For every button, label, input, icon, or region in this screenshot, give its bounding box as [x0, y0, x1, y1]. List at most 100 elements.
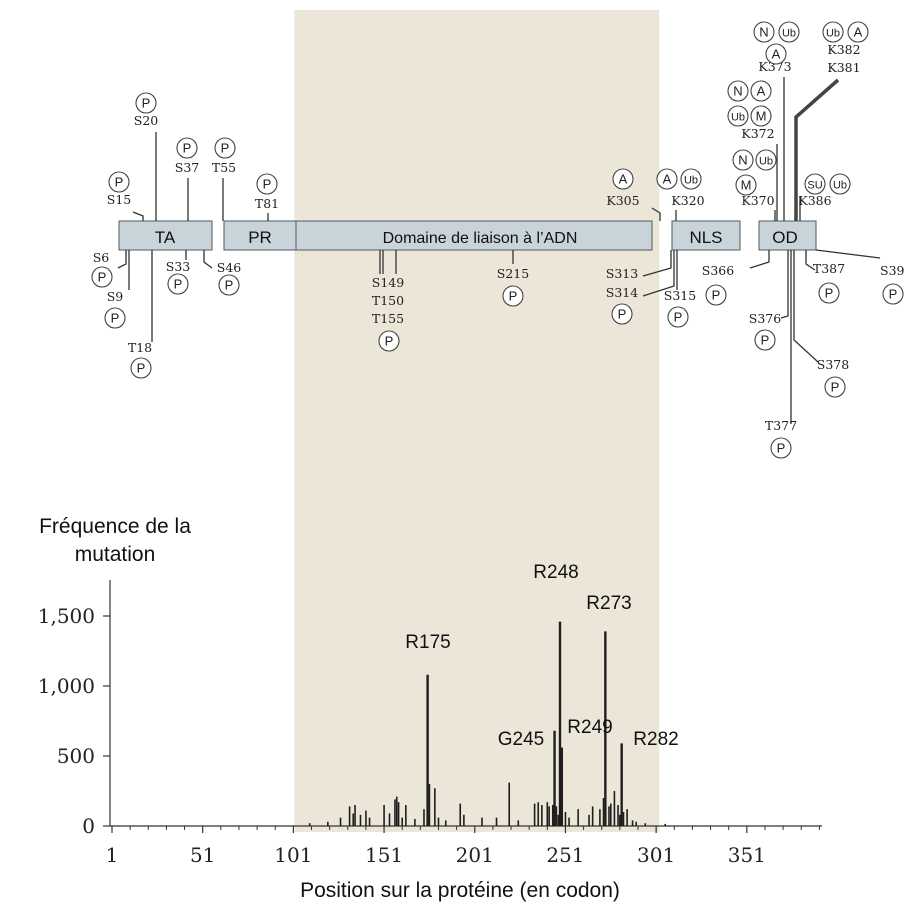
site-label: K305 [606, 193, 639, 208]
modification-label: P [137, 361, 146, 376]
site-s46: S46 P [203, 250, 242, 296]
site-tick [793, 250, 819, 363]
site-label: S20 [134, 113, 159, 128]
site-label: S39 [880, 263, 905, 278]
site-tick [794, 78, 840, 221]
modification-label: P [889, 287, 898, 302]
domain-dbd-label: Domaine de liaison à l’ADN [383, 230, 578, 247]
site-label: S376 [749, 311, 781, 326]
hotspot-labels: R175 G245 R248 R249 R273 R282 [405, 562, 678, 750]
site-label: S314 [606, 285, 638, 300]
modification-label: SU [807, 180, 822, 192]
site-label: T81 [255, 196, 279, 211]
modification-label: A [663, 172, 672, 187]
dna-binding-highlight [294, 10, 660, 832]
hotspot-label-g245: G245 [498, 729, 544, 750]
modification-label: P [831, 380, 840, 395]
protein-bar: TA PR Domaine de liaison à l’ADN NLS OD [118, 220, 817, 251]
site-s366: S366 P [702, 250, 770, 306]
mutation-chart: Fréquence de la mutation 05001,0001,500 … [38, 515, 822, 902]
modification-a-icon: A [847, 21, 869, 43]
modification-a-icon: A [656, 168, 678, 190]
modification-ub-icon: Ub [727, 105, 749, 127]
modification-ub-icon: Ub [755, 149, 777, 171]
modification-label: A [772, 47, 781, 62]
domain-nls [671, 220, 741, 251]
site-label: S33 [166, 259, 191, 274]
modification-su-icon: SU [804, 173, 826, 195]
site-label: T387 [813, 261, 845, 276]
site-tick [117, 250, 127, 269]
modification-a-icon: A [765, 43, 787, 65]
modification-p-icon: P [378, 330, 400, 352]
site-t81: T81 P [255, 173, 279, 221]
modification-p-icon: P [882, 283, 904, 305]
domain-dbd [295, 220, 653, 251]
site-label: T18 [128, 340, 152, 355]
modification-label: Ub [759, 156, 773, 168]
site-label: S366 [702, 263, 734, 278]
domain-ta-label: TA [155, 228, 176, 247]
x-tick-label: 51 [190, 843, 215, 867]
site-tick [203, 250, 213, 269]
domain-ta [118, 220, 213, 251]
site-t387: T387 P [805, 250, 845, 304]
site-tick [651, 207, 661, 221]
site-label: S149 [372, 275, 404, 290]
site-label: T150 [372, 293, 404, 308]
site-s9: S9 P [104, 250, 130, 329]
modification-p-icon: P [104, 307, 126, 329]
modification-m-icon: M [750, 105, 772, 127]
site-t155: T155 P [372, 250, 404, 352]
modification-ub-icon: Ub [680, 168, 702, 190]
modification-label: P [825, 286, 834, 301]
modification-p-icon: P [818, 282, 840, 304]
x-tick-label: 201 [456, 843, 494, 867]
y-tick-label: 500 [57, 744, 95, 768]
site-s20: S20 P [134, 92, 159, 221]
site-tick [132, 211, 144, 221]
x-tick-label: 351 [728, 843, 766, 867]
hotspot-label-r273: R273 [586, 593, 631, 614]
modification-label: P [221, 141, 230, 156]
domain-od-label: OD [772, 228, 798, 247]
site-label: T377 [765, 418, 797, 433]
site-s376: S376 P [749, 250, 789, 351]
site-label: K372 [741, 126, 774, 141]
site-s392: S39 P [815, 249, 905, 305]
site-label: S15 [107, 192, 131, 207]
modification-label: A [757, 84, 766, 99]
site-tick [815, 249, 881, 259]
hotspot-label-r282: R282 [633, 729, 678, 750]
modification-label: A [854, 25, 863, 40]
site-label: K370 [741, 193, 774, 208]
modification-label: P [111, 311, 120, 326]
site-label: S46 [217, 260, 242, 275]
site-t55: T55 P [212, 137, 236, 221]
modification-label: P [712, 288, 721, 303]
modification-label: P [385, 334, 394, 349]
site-s15: S15 P [107, 171, 144, 221]
site-label: T55 [212, 160, 236, 175]
x-axis-title: Position sur la protéine (en codon) [300, 879, 620, 902]
modification-a-icon: A [750, 80, 772, 102]
modification-p-icon: P [256, 173, 278, 195]
modification-label: Ub [684, 175, 698, 187]
modification-label: P [509, 289, 518, 304]
site-tick [780, 250, 789, 319]
site-label: K320 [671, 193, 704, 208]
site-s314: S314 P [606, 250, 675, 325]
modification-label: Ub [826, 28, 840, 40]
site-s313: S313 [606, 250, 672, 281]
domain-pr [223, 220, 297, 251]
y-tick-label: 1,500 [38, 604, 95, 628]
site-k382: K382 Ub A [822, 21, 869, 57]
modification-ub-icon: Ub [822, 21, 844, 43]
site-label: S315 [664, 288, 696, 303]
modification-p-icon: P [135, 92, 157, 114]
modification-label: P [618, 307, 627, 322]
site-s149: S149 [372, 250, 404, 290]
modification-label: P [761, 333, 770, 348]
